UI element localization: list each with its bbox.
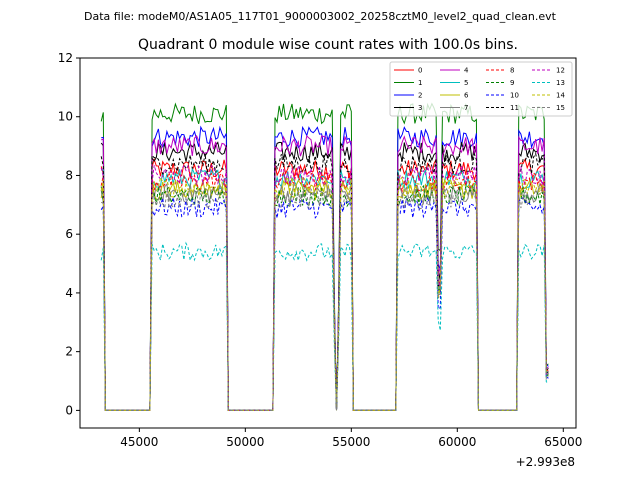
x-tick-label: 60000 [438, 435, 476, 449]
series-line-12 [100, 164, 549, 411]
y-tick-label: 10 [58, 110, 73, 124]
y-tick-label: 2 [65, 345, 73, 359]
legend-label: 5 [464, 79, 468, 87]
legend-label: 2 [418, 92, 422, 100]
legend-label: 8 [510, 67, 514, 75]
series-line-14 [100, 175, 549, 411]
legend-label: 0 [418, 67, 422, 75]
y-tick-label: 6 [65, 227, 73, 241]
legend-label: 10 [510, 92, 519, 100]
series-line-13 [100, 241, 549, 411]
series-line-10 [100, 196, 549, 411]
legend-label: 6 [464, 92, 469, 100]
legend-label: 4 [464, 67, 469, 75]
x-offset-label: +2.993e8 [516, 455, 575, 469]
series-line-15 [101, 187, 549, 411]
y-tick-label: 12 [58, 51, 73, 65]
series-line-11 [100, 152, 549, 411]
series-line-7 [100, 182, 549, 411]
series-line-8 [100, 170, 549, 411]
y-tick-label: 4 [65, 286, 73, 300]
legend-frame [389, 61, 573, 117]
chart-title: Quadrant 0 module wise count rates with … [138, 37, 518, 53]
legend-label: 12 [556, 67, 565, 75]
legend-label: 13 [556, 79, 565, 87]
y-tick-label: 8 [65, 168, 73, 182]
series-line-1 [100, 102, 549, 411]
y-axis: 0 2 4 6 8 10 12 [58, 51, 80, 417]
legend-label: 1 [418, 79, 422, 87]
plot-area-frame [79, 57, 577, 429]
series-layer [100, 102, 549, 411]
x-tick-label: 55000 [332, 435, 370, 449]
legend-label: 15 [556, 104, 565, 112]
x-tick-label: 65000 [544, 435, 582, 449]
legend-label: 9 [510, 79, 514, 87]
legend-label: 7 [464, 104, 468, 112]
legend-label: 14 [556, 92, 565, 100]
legend-label: 3 [418, 104, 422, 112]
legend-label: 11 [510, 104, 519, 112]
x-tick-label: 45000 [120, 435, 158, 449]
series-line-4 [101, 135, 549, 411]
y-tick-label: 0 [65, 403, 73, 417]
series-line-9 [100, 184, 549, 411]
suptitle: Data file: modeM0/AS1A05_117T01_90000030… [84, 10, 557, 23]
series-line-2 [101, 125, 549, 411]
x-tick-label: 50000 [226, 435, 264, 449]
x-axis: 45000 50000 55000 60000 65000 [120, 428, 582, 449]
